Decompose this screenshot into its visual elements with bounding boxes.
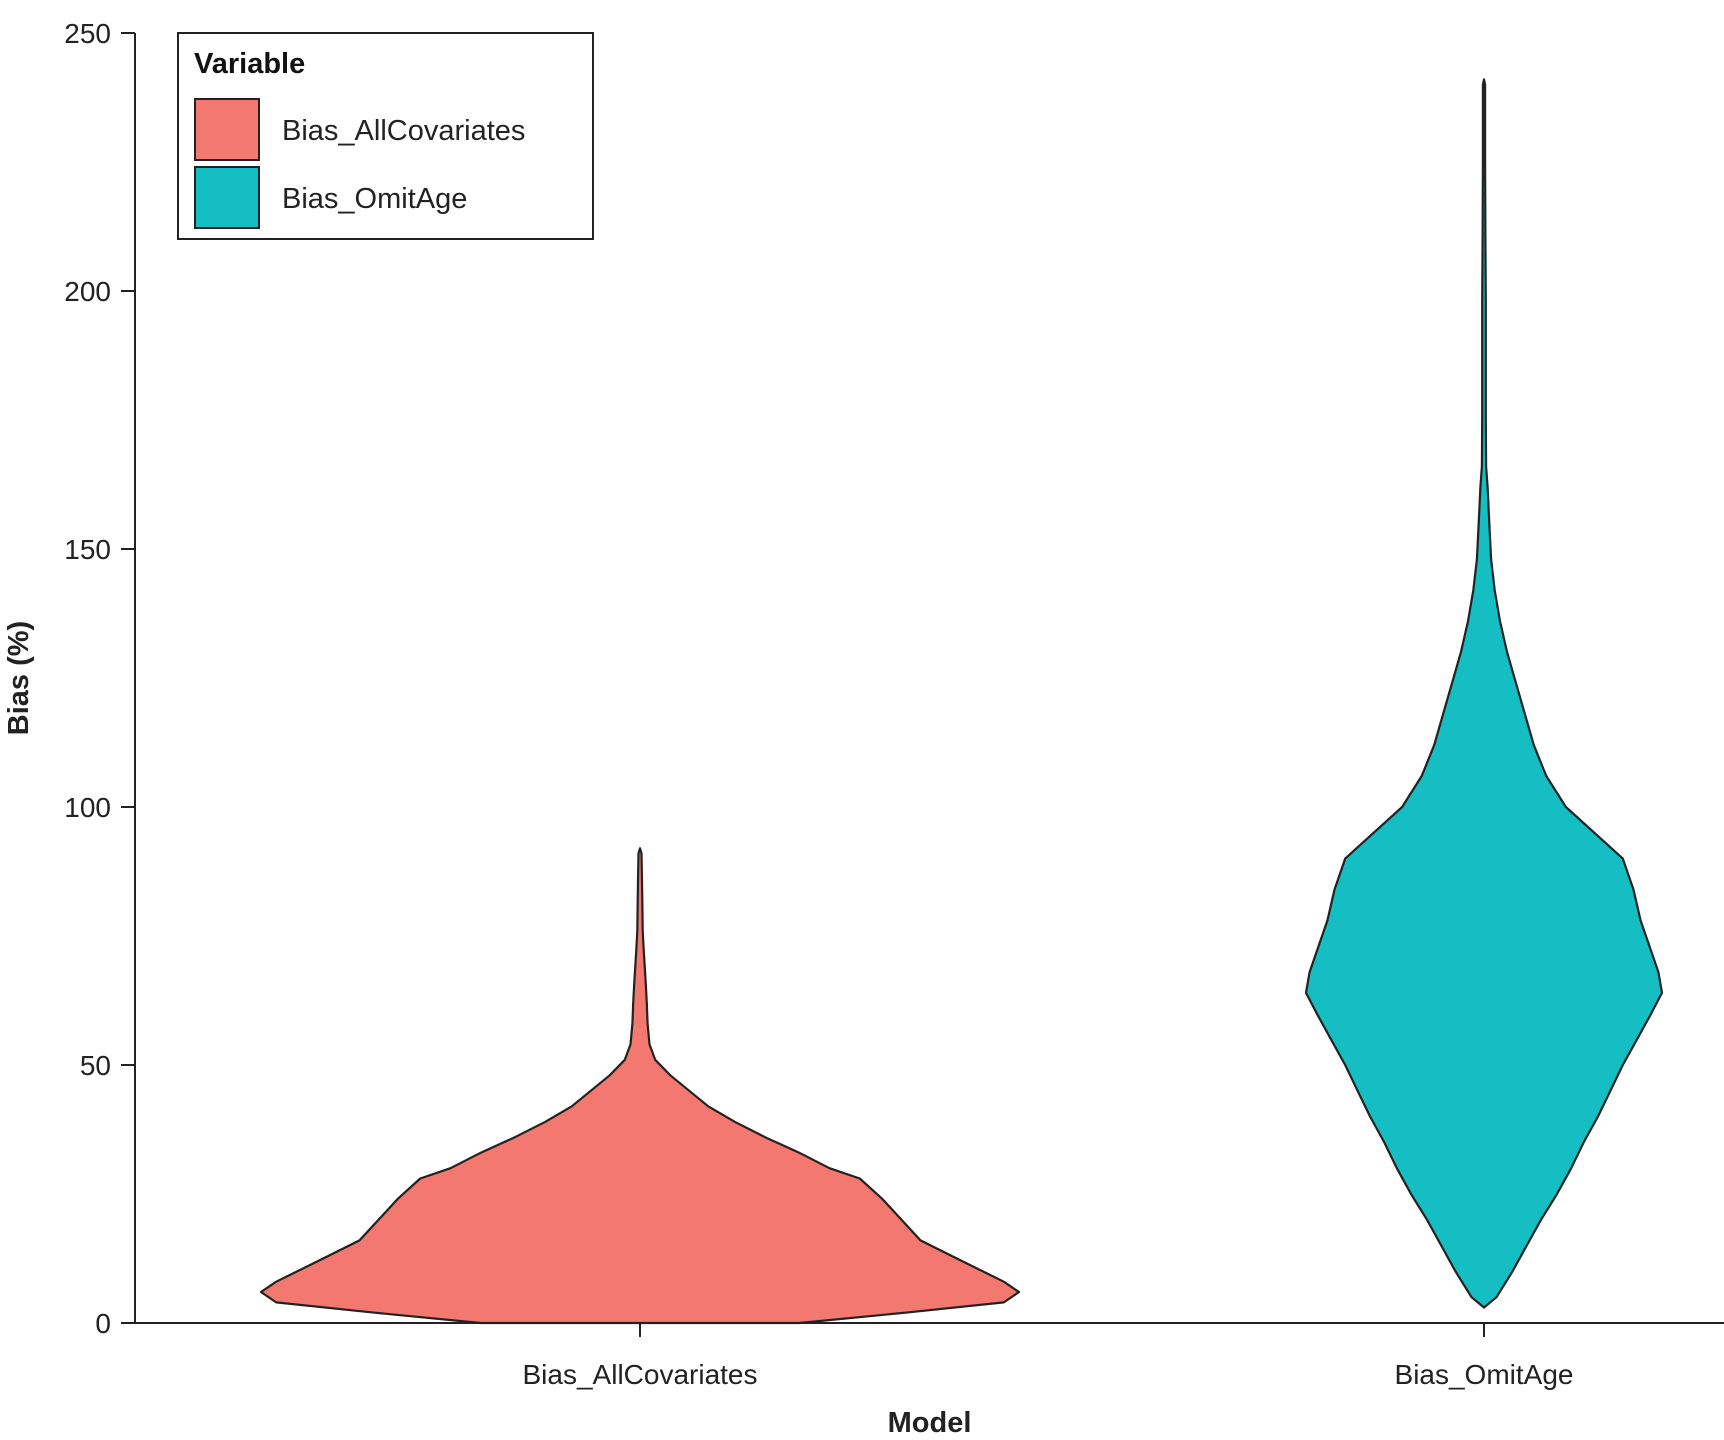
violin-Bias_AllCovariates (259, 847, 1021, 1325)
plot-area (259, 78, 1664, 1325)
legend: Variable Bias_AllCovariates Bias_OmitAge (177, 32, 594, 240)
legend-swatch (194, 98, 260, 161)
x-tick-label: Bias_OmitAge (1395, 1359, 1574, 1390)
y-tick-label: 250 (64, 18, 111, 49)
y-tick-label: 0 (95, 1308, 111, 1339)
axes: 0 50 100 150 200 250 Bias_AllCovariates Bias_Om… (64, 18, 1724, 1390)
violin-Bias_OmitAge (1304, 78, 1664, 1309)
y-tick-label: 100 (64, 792, 111, 823)
legend-items: Bias_AllCovariates Bias_OmitAge (194, 98, 525, 229)
legend-label: Bias_AllCovariates (282, 115, 525, 147)
y-tick-label: 200 (64, 276, 111, 307)
y-axis-title: Bias (%) (3, 621, 35, 735)
legend-title: Variable (194, 48, 305, 80)
x-tick-label: Bias_AllCovariates (523, 1359, 758, 1390)
legend-swatch (194, 166, 260, 229)
x-axis-title: Model (888, 1407, 972, 1439)
legend-label: Bias_OmitAge (282, 183, 467, 215)
y-tick-label: 150 (64, 534, 111, 565)
y-tick-label: 50 (80, 1050, 111, 1081)
